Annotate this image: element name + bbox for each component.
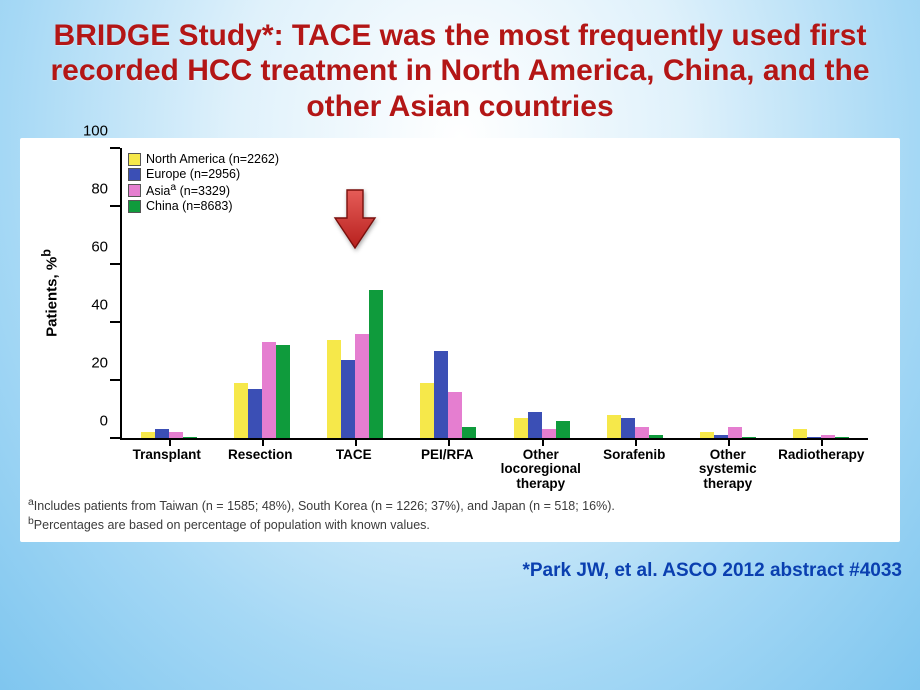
x-tick-label: Otherlocoregionaltherapy — [494, 440, 588, 488]
bar — [183, 437, 197, 438]
bar-group — [495, 148, 588, 438]
bar — [793, 429, 807, 438]
x-tick-label: Transplant — [120, 440, 214, 488]
slide-title: BRIDGE Study*: TACE was the most frequen… — [0, 0, 920, 124]
bar — [514, 418, 528, 438]
footnotes: aIncludes patients from Taiwan (n = 1585… — [24, 488, 896, 536]
bar — [420, 383, 434, 438]
bar — [448, 392, 462, 438]
bar — [169, 432, 183, 438]
x-tick-label: TACE — [307, 440, 401, 488]
bar — [728, 427, 742, 439]
bar — [276, 345, 290, 438]
bar — [462, 427, 476, 439]
bar — [355, 334, 369, 438]
bar-group — [588, 148, 681, 438]
bar — [700, 432, 714, 438]
bar — [714, 435, 728, 438]
bar — [327, 340, 341, 439]
bar — [434, 351, 448, 438]
bar — [369, 290, 383, 438]
bar — [649, 435, 663, 438]
bar — [807, 437, 821, 438]
x-tick-label: Othersystemictherapy — [681, 440, 775, 488]
bar — [155, 429, 169, 438]
bar — [141, 432, 155, 438]
highlight-arrow-icon — [333, 188, 377, 250]
bar — [821, 435, 835, 438]
chart-area: Patients, %b North America (n=2262)Europ… — [120, 148, 868, 488]
bar-groups — [122, 148, 868, 438]
y-axis-title: Patients, %b — [40, 249, 61, 337]
bar — [607, 415, 621, 438]
bar — [835, 437, 849, 438]
bar-group — [402, 148, 495, 438]
x-tick-label: Radiotherapy — [775, 440, 869, 488]
bar-group — [215, 148, 308, 438]
bar-group — [682, 148, 775, 438]
bar — [635, 427, 649, 439]
chart-card: Patients, %b North America (n=2262)Europ… — [20, 138, 900, 542]
x-axis-labels: TransplantResectionTACEPEI/RFAOtherlocor… — [120, 440, 868, 488]
x-tick-label: Resection — [214, 440, 308, 488]
bar — [341, 360, 355, 438]
bar — [528, 412, 542, 438]
bar — [621, 418, 635, 438]
bar — [556, 421, 570, 438]
bar — [742, 437, 756, 438]
y-tick-label: 100 — [83, 123, 122, 140]
footnote-b: bPercentages are based on percentage of … — [28, 515, 892, 534]
plot-region: Patients, %b North America (n=2262)Europ… — [120, 148, 868, 440]
y-tick-label: 60 — [91, 239, 122, 256]
bar — [248, 389, 262, 438]
footnote-a: aIncludes patients from Taiwan (n = 1585… — [28, 496, 892, 515]
x-tick-label: Sorafenib — [588, 440, 682, 488]
y-tick-label: 80 — [91, 181, 122, 198]
y-tick-label: 20 — [91, 355, 122, 372]
citation: *Park JW, et al. ASCO 2012 abstract #403… — [0, 542, 920, 582]
bar — [262, 342, 276, 438]
bar-group — [122, 148, 215, 438]
bar-group — [775, 148, 868, 438]
y-tick-label: 40 — [91, 297, 122, 314]
y-tick-label: 0 — [100, 413, 122, 430]
bar — [234, 383, 248, 438]
bar — [542, 429, 556, 438]
x-tick-label: PEI/RFA — [401, 440, 495, 488]
